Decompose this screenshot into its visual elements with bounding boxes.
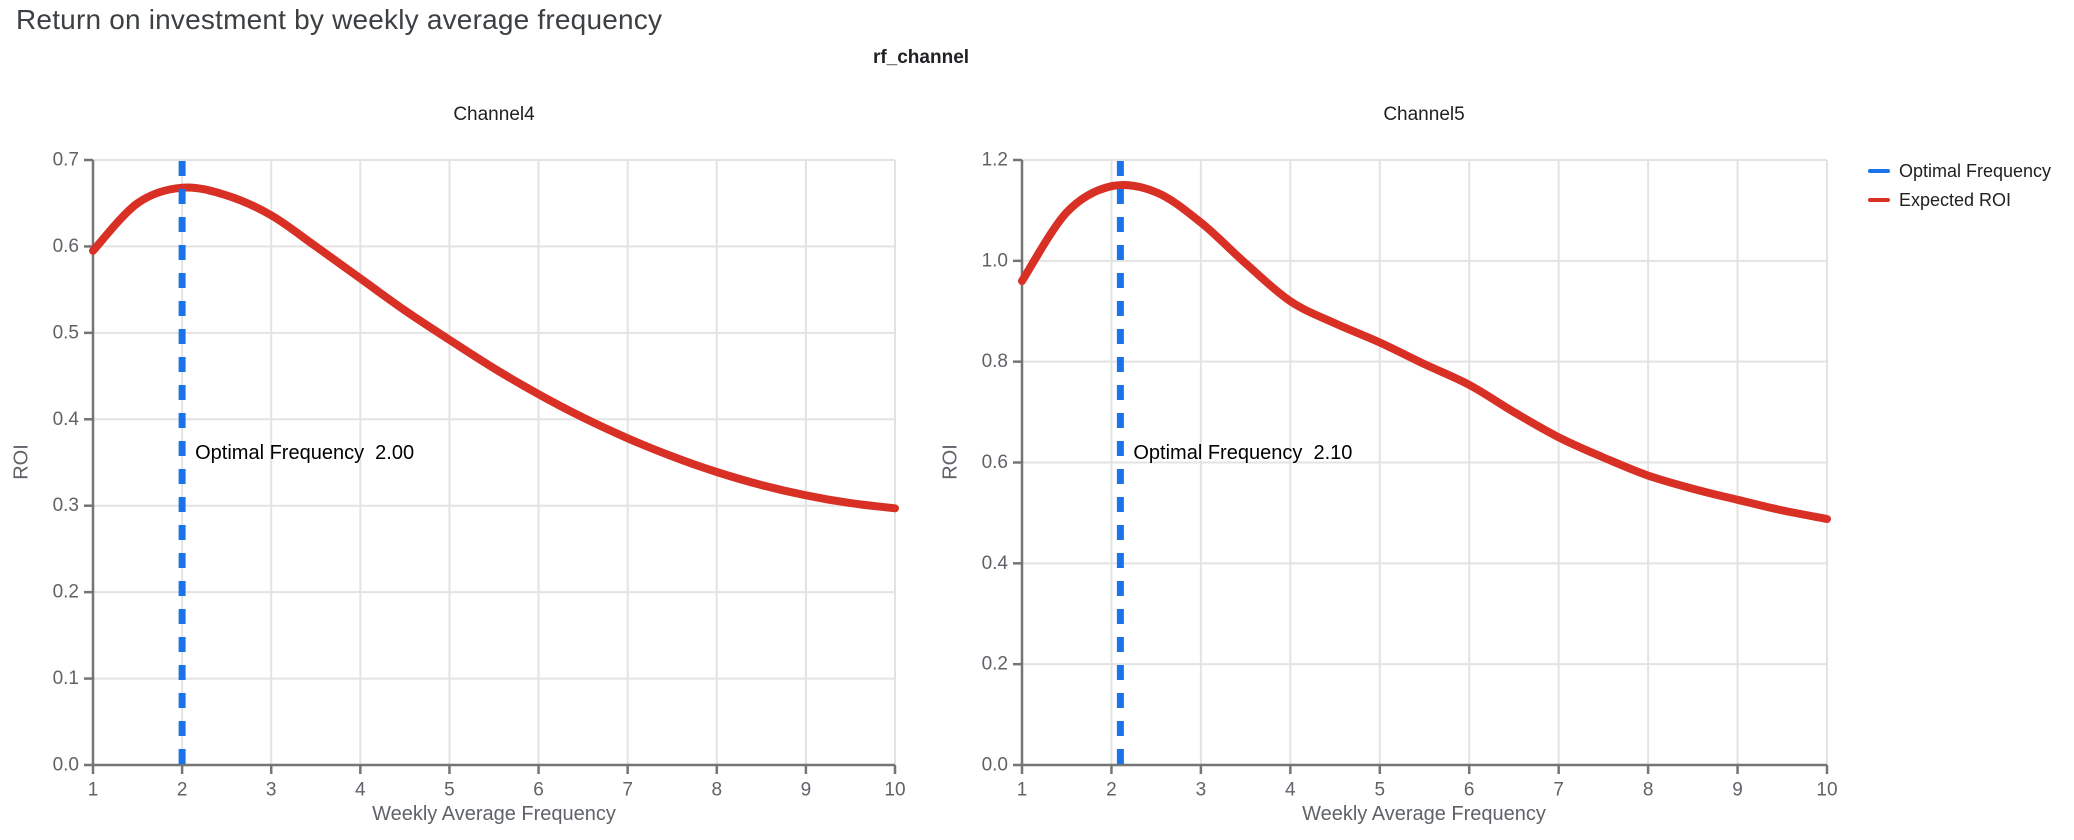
x-tick-label: 10 xyxy=(884,780,905,801)
x-tick-label: 1 xyxy=(1017,780,1028,801)
y-tick-label: 1.0 xyxy=(982,250,1008,271)
x-tick-label: 10 xyxy=(1816,780,1837,801)
facet-group-title: rf_channel xyxy=(872,47,970,68)
x-axis-title-channel5: Weekly Average Frequency xyxy=(1302,803,1546,825)
x-tick-label: 9 xyxy=(801,780,812,801)
legend-label-expected-roi: Expected ROI xyxy=(1899,189,2012,210)
subplot-channel4: 0.0 0.1 0.2 0.3 0.4 0.5 0.6 0.7 1 2 3 4 5 6 7 8 9 10 Optim… xyxy=(53,150,906,801)
x-tick-label: 6 xyxy=(533,780,544,801)
y-tick-label: 0.4 xyxy=(982,553,1009,574)
x-tick-label: 2 xyxy=(1106,780,1117,801)
x-tick-label: 2 xyxy=(177,780,188,801)
x-tick-label: 5 xyxy=(444,780,455,801)
y-tick-label: 0.1 xyxy=(53,668,79,689)
y-tick-label: 0.2 xyxy=(53,582,79,603)
y-tick-label: 0.7 xyxy=(53,150,79,171)
y-axis-title-channel5: ROI xyxy=(939,444,962,480)
x-tick-label: 7 xyxy=(1553,780,1564,801)
optimal-frequency-annotation: Optimal Frequency 2.00 xyxy=(195,442,414,464)
expected-roi-curve xyxy=(1018,180,1831,523)
expected-roi-curve xyxy=(89,183,899,513)
y-tick-label: 0.0 xyxy=(53,755,79,776)
legend-line-swatch-expected-roi xyxy=(1868,198,1890,202)
x-tick-label: 8 xyxy=(711,780,722,801)
y-tick-label: 0.6 xyxy=(982,452,1008,473)
x-tick-label: 7 xyxy=(622,780,633,801)
x-tick-label: 9 xyxy=(1732,780,1743,801)
legend-line-swatch-optimal-frequency xyxy=(1868,169,1890,173)
x-axis-title-channel4: Weekly Average Frequency xyxy=(372,803,616,825)
x-tick-label: 4 xyxy=(1285,780,1296,801)
x-tick-label: 8 xyxy=(1643,780,1654,801)
legend-label-optimal-frequency: Optimal Frequency xyxy=(1899,160,2052,181)
y-tick-label: 0.8 xyxy=(982,351,1008,372)
x-tick-label: 3 xyxy=(1196,780,1207,801)
legend-item-expected-roi[interactable]: Expected ROI xyxy=(1868,188,2051,212)
y-tick-label: 0.6 xyxy=(53,236,79,257)
y-tick-label: 0.2 xyxy=(982,654,1008,675)
y-tick-label: 0.4 xyxy=(53,409,80,430)
x-tick-label: 4 xyxy=(355,780,366,801)
subplot-channel5: 0.0 0.2 0.4 0.6 0.8 1.0 1.2 1 2 3 4 5 6 7 8 9 10 Optimal … xyxy=(982,150,1838,801)
page-title: Return on investment by weekly average f… xyxy=(16,4,663,35)
chart-title-channel4: Channel4 xyxy=(453,104,535,125)
optimal-frequency-annotation: Optimal Frequency 2.10 xyxy=(1133,442,1352,464)
y-tick-label: 1.2 xyxy=(982,150,1008,171)
x-tick-label: 1 xyxy=(88,780,99,801)
x-tick-label: 6 xyxy=(1464,780,1475,801)
y-tick-label: 0.0 xyxy=(982,755,1008,776)
y-axis-title-channel4: ROI xyxy=(10,444,33,480)
legend-item-optimal-frequency[interactable]: Optimal Frequency xyxy=(1868,159,2051,183)
x-tick-label: 5 xyxy=(1374,780,1385,801)
y-tick-label: 0.5 xyxy=(53,322,79,343)
legend: Optimal Frequency Expected ROI xyxy=(1868,159,2051,212)
y-tick-label: 0.3 xyxy=(53,495,79,516)
x-tick-label: 3 xyxy=(266,780,277,801)
chart-title-channel5: Channel5 xyxy=(1383,104,1465,125)
